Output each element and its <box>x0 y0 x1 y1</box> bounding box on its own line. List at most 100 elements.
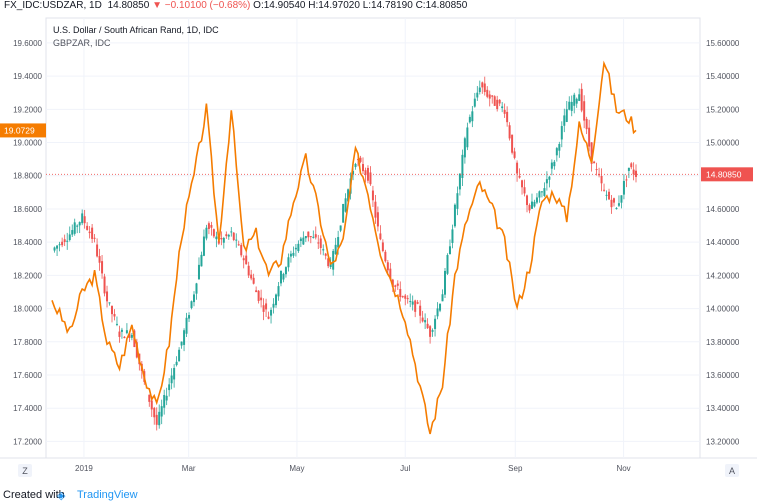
candle-down <box>267 316 270 319</box>
candle-down <box>376 212 379 227</box>
candle-up <box>125 330 128 334</box>
current-price-tag-label: 14.80850 <box>706 169 742 179</box>
left-tick-label: 19.4000 <box>13 72 42 81</box>
candle-down <box>123 336 126 339</box>
left-price-axis[interactable]: 17.2000 17.4000 17.6000 17.8000 18.0000 18.20… <box>0 39 46 446</box>
left-tick-label: 19.6000 <box>13 39 42 48</box>
candle-down <box>155 414 158 425</box>
candle-up <box>275 294 278 306</box>
candle-up <box>352 171 355 175</box>
candle-up <box>190 301 193 308</box>
candle-up <box>434 318 437 329</box>
left-tick-label: 18.6000 <box>13 205 42 214</box>
candle-up <box>558 144 561 151</box>
auto-scale-button[interactable] <box>725 464 739 477</box>
candle-down <box>110 306 113 315</box>
candle-up <box>543 188 546 196</box>
candle-down <box>429 326 432 337</box>
candle-up <box>294 247 297 250</box>
candle-down <box>426 323 429 329</box>
candle-up <box>215 236 218 240</box>
candle-down <box>364 170 367 175</box>
candle-down <box>493 96 496 106</box>
right-tick-label: 13.20000 <box>706 437 740 446</box>
left-tick-label: 17.8000 <box>13 338 42 347</box>
candle-up <box>560 126 563 140</box>
candle-down <box>511 134 514 153</box>
candle-up <box>578 94 581 101</box>
candle-down <box>128 333 131 338</box>
candle-down <box>384 251 387 262</box>
left-scale-button[interactable] <box>18 464 32 477</box>
tradingview-link[interactable]: TradingView <box>77 489 138 501</box>
candle-down <box>396 283 399 286</box>
candle-down <box>401 296 404 298</box>
candle-down <box>245 255 248 265</box>
candle-up <box>299 238 302 242</box>
candle-up <box>297 243 300 252</box>
candle-up <box>501 106 504 109</box>
overlay-current-tag-label: 19.0729 <box>4 125 35 135</box>
candle-down <box>483 83 486 93</box>
candle-up <box>617 203 620 206</box>
candle-down <box>503 109 506 114</box>
candle-up <box>180 341 183 346</box>
candle-up <box>193 294 196 303</box>
candle-down <box>526 195 529 206</box>
candle-up <box>130 334 133 338</box>
candle-down <box>309 236 312 238</box>
candle-up <box>451 229 454 243</box>
candle-up <box>185 317 188 334</box>
last-price: 14.80850 <box>107 0 150 11</box>
candle-up <box>312 236 315 238</box>
tradingview-logo-icon[interactable]: ◈ <box>57 490 66 502</box>
candle-down <box>319 238 322 248</box>
candle-down <box>106 291 109 302</box>
symbol-label[interactable]: FX_IDC:USDZAR, 1D <box>4 0 102 11</box>
candle-down <box>374 201 377 218</box>
candle-up <box>473 98 476 107</box>
right-tick-label: 13.80000 <box>706 338 740 347</box>
time-tick-label: May <box>289 464 304 473</box>
candle-down <box>600 175 603 184</box>
candle-up <box>158 411 161 426</box>
candle-up <box>160 406 163 417</box>
candle-up <box>344 198 347 212</box>
candle-up <box>334 244 337 255</box>
candle-up <box>568 101 571 110</box>
right-tick-label: 15.00000 <box>706 139 740 148</box>
candle-up <box>205 227 208 239</box>
candle-up <box>448 246 451 255</box>
candle-up <box>575 98 578 104</box>
candle-up <box>108 302 111 304</box>
candle-up <box>287 257 290 268</box>
candle-down <box>265 303 268 310</box>
candle-down <box>635 170 637 177</box>
candle-up <box>545 179 548 184</box>
candle-up <box>446 255 449 274</box>
candle-up <box>339 225 342 231</box>
usdzar-candles <box>53 76 637 431</box>
candle-down <box>369 172 372 185</box>
candle-down <box>96 244 99 257</box>
candle-up <box>453 204 456 227</box>
right-tick-label: 15.60000 <box>706 39 740 48</box>
candle-down <box>590 142 593 164</box>
candle-down <box>588 127 591 147</box>
chart-legend: U.S. Dollar / South African Rand, 1D, ID… <box>53 25 219 48</box>
right-price-axis[interactable]: 13.20000 13.40000 13.60000 13.80000 14.00000… <box>701 39 753 446</box>
candle-up <box>163 395 166 408</box>
time-axis[interactable]: 2019 Mar May Jul Sep Nov <box>75 464 631 473</box>
candle-down <box>83 216 86 224</box>
candle-up <box>279 270 282 284</box>
candle-down <box>225 234 228 237</box>
right-tick-label: 14.00000 <box>706 305 740 314</box>
candle-down <box>207 223 210 229</box>
candle-down <box>86 225 89 230</box>
candle-up <box>235 239 238 241</box>
candle-up <box>573 94 576 106</box>
candle-up <box>436 308 439 317</box>
candle-down <box>421 317 424 322</box>
candle-down <box>528 205 531 211</box>
